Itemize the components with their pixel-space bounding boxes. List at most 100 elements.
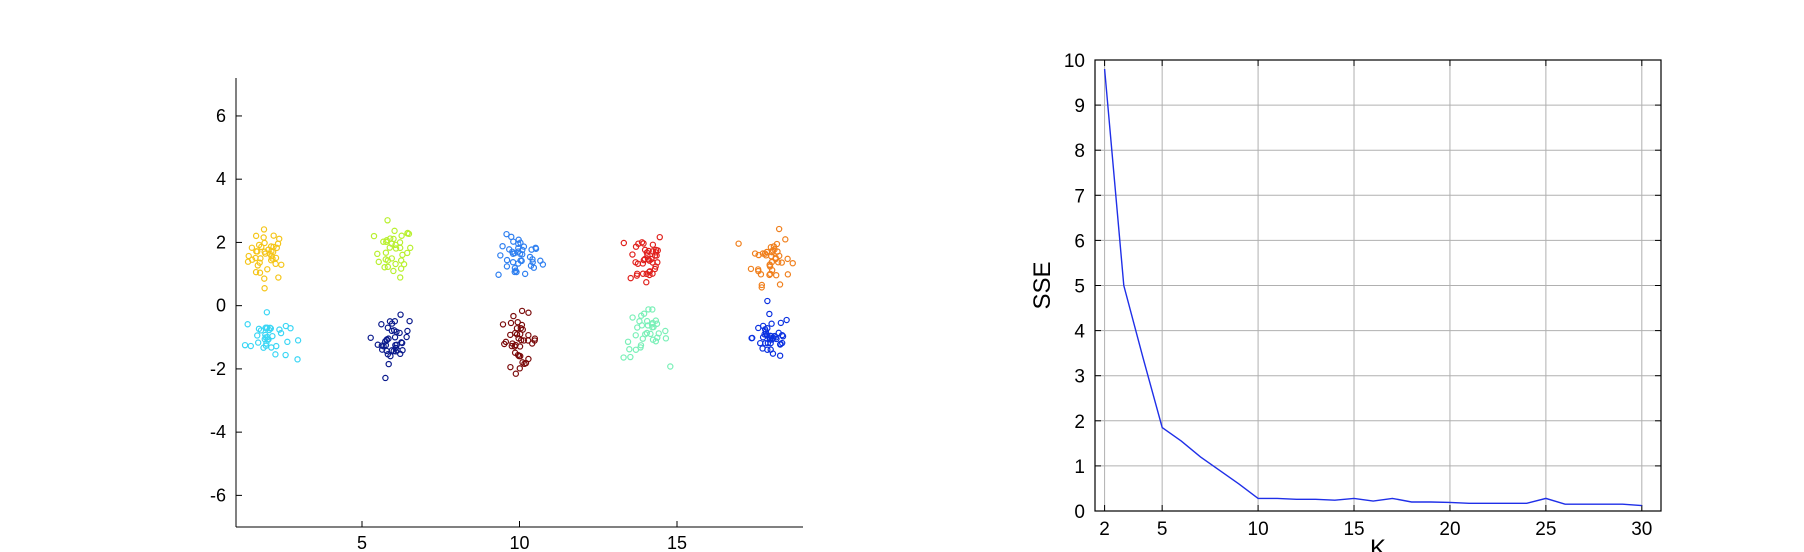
- scatter-point: [767, 339, 774, 347]
- scatter-point: [269, 248, 277, 256]
- scatter-point: [667, 363, 674, 370]
- scatter-point: [499, 321, 507, 328]
- scatter-point: [247, 342, 254, 350]
- plot-frame: [1094, 59, 1662, 512]
- scatter-point: [774, 248, 781, 255]
- scatter-point: [649, 336, 657, 343]
- scatter-point: [638, 322, 646, 329]
- scatter-point: [407, 244, 414, 252]
- scatter-point: [264, 266, 271, 273]
- scatter-point: [525, 331, 532, 339]
- scatter-point: [649, 241, 657, 248]
- scatter-point: [525, 355, 532, 363]
- scatter-point: [759, 334, 767, 341]
- scatter-point: [756, 339, 764, 347]
- scatter-point: [627, 353, 634, 361]
- scatter-point: [282, 351, 289, 359]
- scatter-point: [507, 319, 515, 327]
- y-tick-label: 8: [1074, 141, 1085, 162]
- scatter-point: [277, 329, 285, 337]
- scatter-point: [644, 322, 652, 329]
- scatter-point: [526, 253, 534, 261]
- scatter-point: [397, 265, 405, 272]
- scatter-point: [662, 335, 670, 342]
- y-tick-label: 10: [1064, 51, 1085, 72]
- scatter-point: [652, 249, 660, 256]
- scatter-point: [270, 232, 277, 239]
- scatter-point: [653, 252, 660, 259]
- scatter-point: [255, 241, 263, 249]
- scatter-point: [384, 324, 392, 331]
- scatter-point: [257, 255, 264, 262]
- scatter-point: [244, 321, 251, 328]
- scatter-point: [520, 243, 528, 250]
- scatter-point: [396, 329, 403, 337]
- scatter-point: [386, 244, 393, 251]
- scatter-point: [532, 244, 539, 251]
- x-tick-label: 5: [1157, 519, 1168, 540]
- scatter-point: [751, 250, 759, 257]
- scatter-point: [398, 232, 405, 239]
- scatter-point: [382, 374, 389, 382]
- scatter-point: [766, 261, 773, 268]
- scatter-point: [775, 225, 783, 233]
- scatter-point: [495, 271, 502, 278]
- x-tick-label: 10: [509, 533, 529, 552]
- scatter-point: [517, 336, 525, 344]
- x-tick-label: 10: [1248, 519, 1269, 540]
- scatter-point: [652, 317, 660, 324]
- scatter-point: [262, 342, 270, 349]
- scatter-point: [766, 310, 773, 318]
- scatter-point: [639, 270, 647, 277]
- scatter-point: [758, 281, 766, 289]
- scatter-point: [384, 217, 391, 224]
- scatter-point: [294, 337, 302, 344]
- scatter-point: [633, 272, 641, 279]
- scatter-point: [656, 233, 663, 241]
- x-tick-label: 30: [1631, 519, 1652, 540]
- scatter-point: [508, 233, 515, 241]
- scatter-point: [759, 345, 766, 352]
- scatter-point: [397, 311, 404, 318]
- scatter-point: [254, 339, 262, 346]
- scatter-point: [393, 328, 400, 335]
- x-tick-label: 5: [357, 533, 367, 552]
- scatter-point: [384, 263, 392, 271]
- scatter-point: [638, 239, 646, 246]
- scatter-point: [396, 239, 404, 246]
- scatter-point: [392, 241, 399, 249]
- scatter-point: [655, 330, 662, 337]
- scatter-point: [267, 243, 275, 250]
- scatter-point: [390, 267, 397, 275]
- scatter-point: [766, 271, 773, 279]
- scatter-point: [735, 240, 742, 247]
- scatter-point: [400, 261, 408, 268]
- scatter-point: [643, 279, 650, 286]
- scatter-point: [278, 261, 285, 268]
- y-tick-label: 9: [1074, 96, 1085, 117]
- scatter-point: [515, 244, 522, 252]
- y-tick-label: -6: [210, 485, 226, 505]
- x-tick-label: 15: [667, 533, 687, 552]
- scatter-point: [378, 342, 386, 349]
- x-tick-label: 2: [1099, 519, 1110, 540]
- scatter-point: [525, 309, 532, 316]
- scatter-point: [777, 319, 785, 327]
- scatter-point: [404, 327, 411, 335]
- y-tick-label: 4: [216, 169, 226, 189]
- scatter-point: [766, 336, 774, 343]
- scatter-point: [275, 274, 282, 281]
- scatter-point: [639, 335, 647, 342]
- x-axis-label: K: [1370, 535, 1386, 552]
- scatter-point: [272, 260, 279, 268]
- scatter-point: [509, 250, 517, 257]
- scatter-point: [778, 259, 785, 266]
- scatter-point: [641, 246, 649, 254]
- scatter-point: [755, 251, 762, 259]
- scatter-point: [761, 250, 769, 257]
- y-tick-label: -4: [210, 422, 226, 442]
- scatter-point: [761, 326, 769, 333]
- scatter-point: [776, 352, 784, 359]
- scatter-point: [276, 326, 283, 333]
- scatter-point: [635, 240, 642, 247]
